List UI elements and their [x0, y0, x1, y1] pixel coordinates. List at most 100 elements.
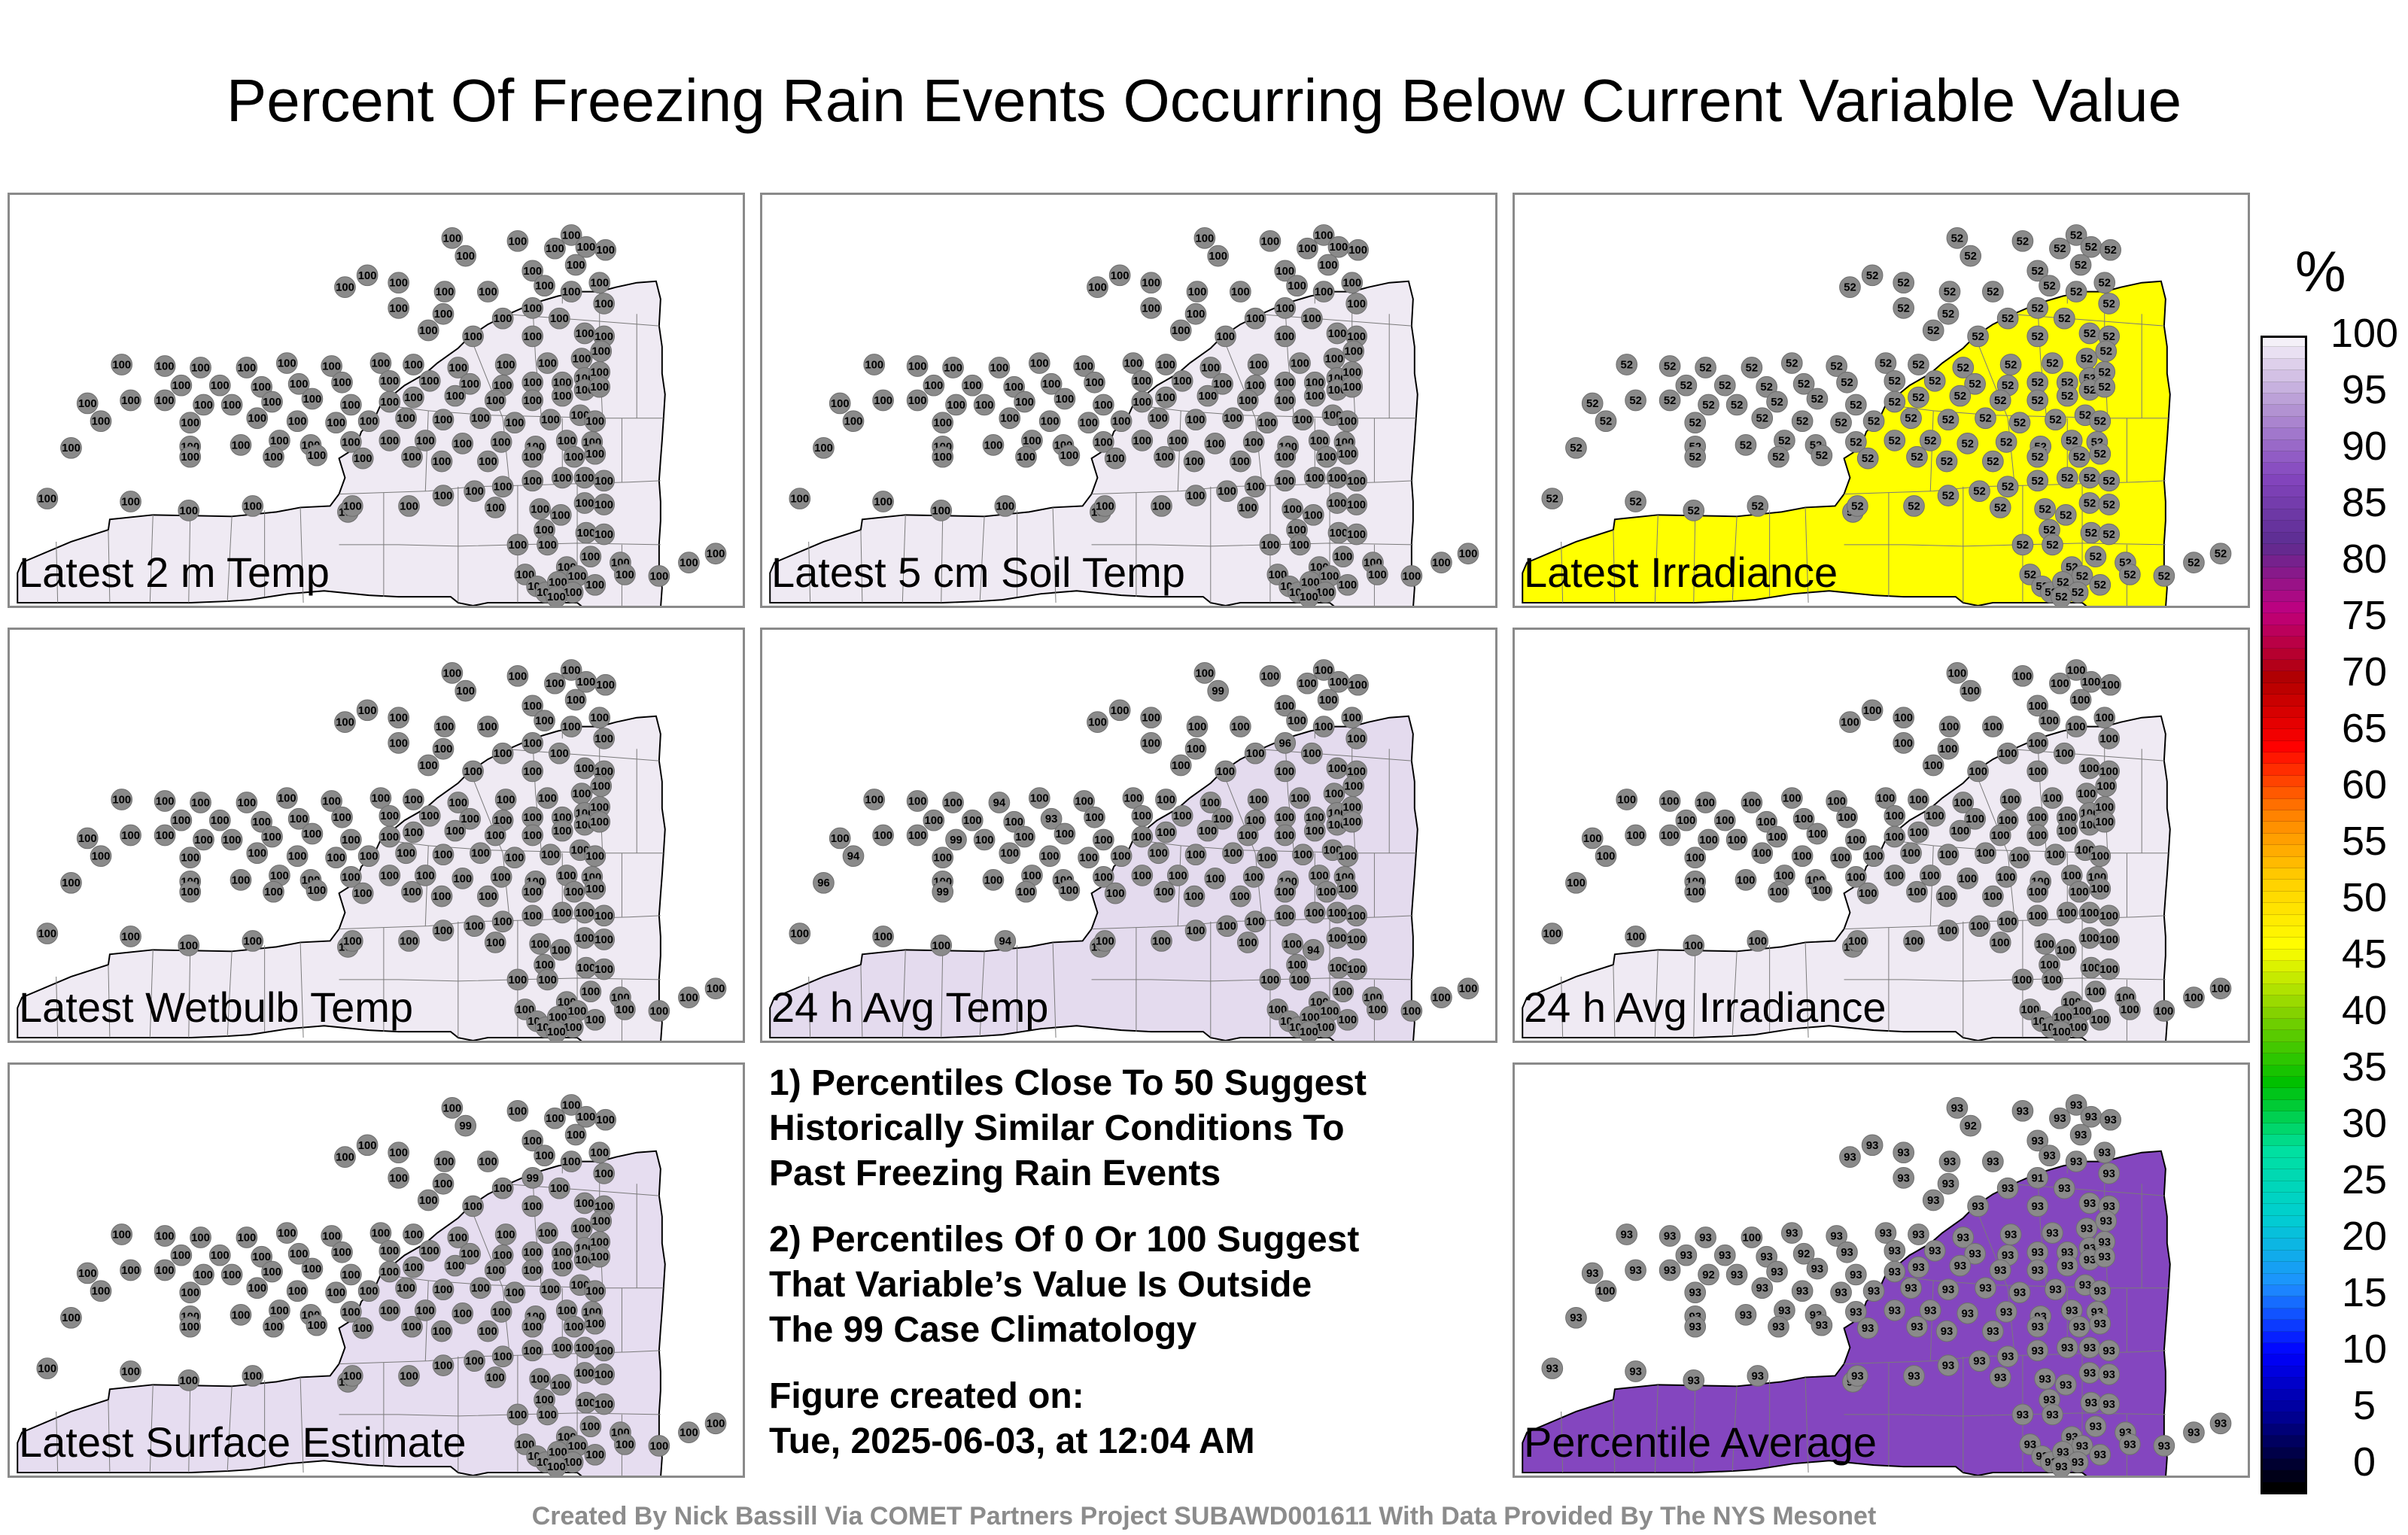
station-value: 100: [181, 853, 199, 865]
station-value: 100: [523, 395, 542, 407]
station-value: 100: [1246, 916, 1265, 929]
station-value: 52: [1994, 395, 2007, 407]
station-dot: [2042, 787, 2063, 809]
station-marker: 100: [1431, 986, 1452, 1008]
station-dot: [579, 1415, 602, 1438]
station-marker: 100: [1616, 789, 1638, 810]
station-marker: 100: [301, 1257, 324, 1280]
station-value: 100: [1958, 873, 1977, 885]
station-marker: 100: [555, 430, 578, 451]
station-value: 52: [1664, 360, 1677, 372]
station-dot: [90, 1280, 112, 1302]
station-marker: 100: [1332, 980, 1354, 1003]
station-value: 100: [933, 853, 952, 865]
station-value: 100: [303, 394, 322, 406]
station-marker: 52: [1893, 297, 1915, 319]
station-dot: [1839, 1146, 1861, 1168]
station-dot: [484, 932, 506, 953]
station-value: 93: [1816, 1320, 1829, 1332]
station-dot: [1806, 822, 1829, 845]
station-marker: 100: [1084, 371, 1105, 394]
station-value: 100: [2046, 850, 2065, 862]
station-marker: 100: [76, 1262, 99, 1284]
station-dot: [1845, 1263, 1867, 1286]
station-value: 93: [1942, 1284, 1955, 1296]
station-marker: 100: [1131, 825, 1154, 848]
station-marker: 100: [60, 436, 82, 459]
station-marker: 100: [521, 325, 544, 348]
station-marker: 100: [906, 355, 929, 377]
station-marker: 52: [2049, 237, 2071, 260]
station-marker: 100: [594, 239, 616, 261]
station-value: 100: [263, 1266, 281, 1278]
station-dot: [1937, 737, 1960, 760]
station-marker: 100: [1215, 760, 1236, 783]
station-value: 100: [523, 1345, 542, 1357]
station-value: 100: [594, 499, 613, 511]
station-value: 100: [2072, 695, 2090, 707]
station-marker: 100: [1345, 958, 1368, 980]
station-dot: [2026, 389, 2049, 412]
station-value: 93: [2102, 1168, 2115, 1180]
county-border: [1561, 976, 1564, 1038]
station-value: 100: [263, 397, 281, 409]
station-marker: 100: [575, 236, 597, 258]
county-border: [1561, 1411, 1564, 1473]
station-dot: [1735, 434, 1757, 456]
station-marker: 100: [579, 980, 602, 1003]
station-value: 100: [567, 260, 585, 272]
station-marker: 100: [494, 354, 517, 375]
station-marker: 100: [1003, 810, 1026, 833]
station-dot: [994, 930, 1017, 952]
station-value: 100: [211, 380, 230, 392]
station-dot: [593, 929, 616, 950]
station-value: 100: [307, 885, 326, 897]
station-value: 100: [1827, 795, 1846, 807]
station-marker: 100: [549, 503, 572, 526]
station-dot: [2153, 1435, 2175, 1457]
station-dot: [521, 1195, 544, 1217]
county-border: [1654, 1385, 1659, 1473]
station-value: 52: [2061, 473, 2074, 485]
station-dot: [521, 1339, 544, 1362]
station-value: 100: [211, 1250, 230, 1262]
station-marker: 100: [1073, 355, 1095, 377]
station-marker: 100: [430, 450, 453, 473]
station-dot: [1735, 1304, 1757, 1326]
station-dot: [1935, 450, 1958, 473]
station-value: 52: [1811, 394, 1824, 406]
station-marker: 100: [1274, 445, 1297, 468]
station-marker: 93: [1908, 1256, 1929, 1278]
colorbar-tick-label: 0: [2352, 1439, 2376, 1485]
station-marker: 93: [1922, 1189, 1944, 1211]
station-marker: 52: [2065, 224, 2087, 246]
station-marker: 100: [1131, 391, 1154, 413]
station-dot: [2039, 710, 2060, 732]
station-dot: [1725, 1263, 1748, 1286]
panel-label: Latest Wetbulb Temp: [19, 983, 414, 1031]
station-value: 100: [456, 685, 475, 698]
station-value: 100: [541, 415, 560, 427]
station-marker: 100: [433, 1150, 456, 1172]
colorbar-band: [2261, 1436, 2307, 1448]
station-dot: [462, 760, 484, 783]
station-marker: 100: [1300, 742, 1323, 764]
colorbar-tick-label: 50: [2341, 875, 2388, 920]
station-marker: 100: [1327, 236, 1350, 258]
station-value: 100: [523, 1201, 542, 1213]
station-marker: 52: [2078, 492, 2101, 514]
station-marker: 100: [1242, 431, 1265, 453]
station-value: 93: [2060, 1379, 2072, 1391]
station-value: 93: [1942, 1178, 1955, 1190]
station-value: 100: [2043, 974, 2062, 986]
station-dot: [432, 1354, 455, 1376]
station-marker: 100: [1908, 789, 1929, 810]
station-value: 52: [2031, 266, 2044, 278]
station-value: 100: [1275, 266, 1294, 278]
station-dot: [521, 297, 544, 319]
station-value: 52: [1868, 416, 1880, 428]
station-value: 100: [553, 907, 572, 919]
station-value: 100: [1231, 722, 1250, 734]
station-dot: [1595, 845, 1617, 868]
station-dot: [1922, 754, 1944, 777]
